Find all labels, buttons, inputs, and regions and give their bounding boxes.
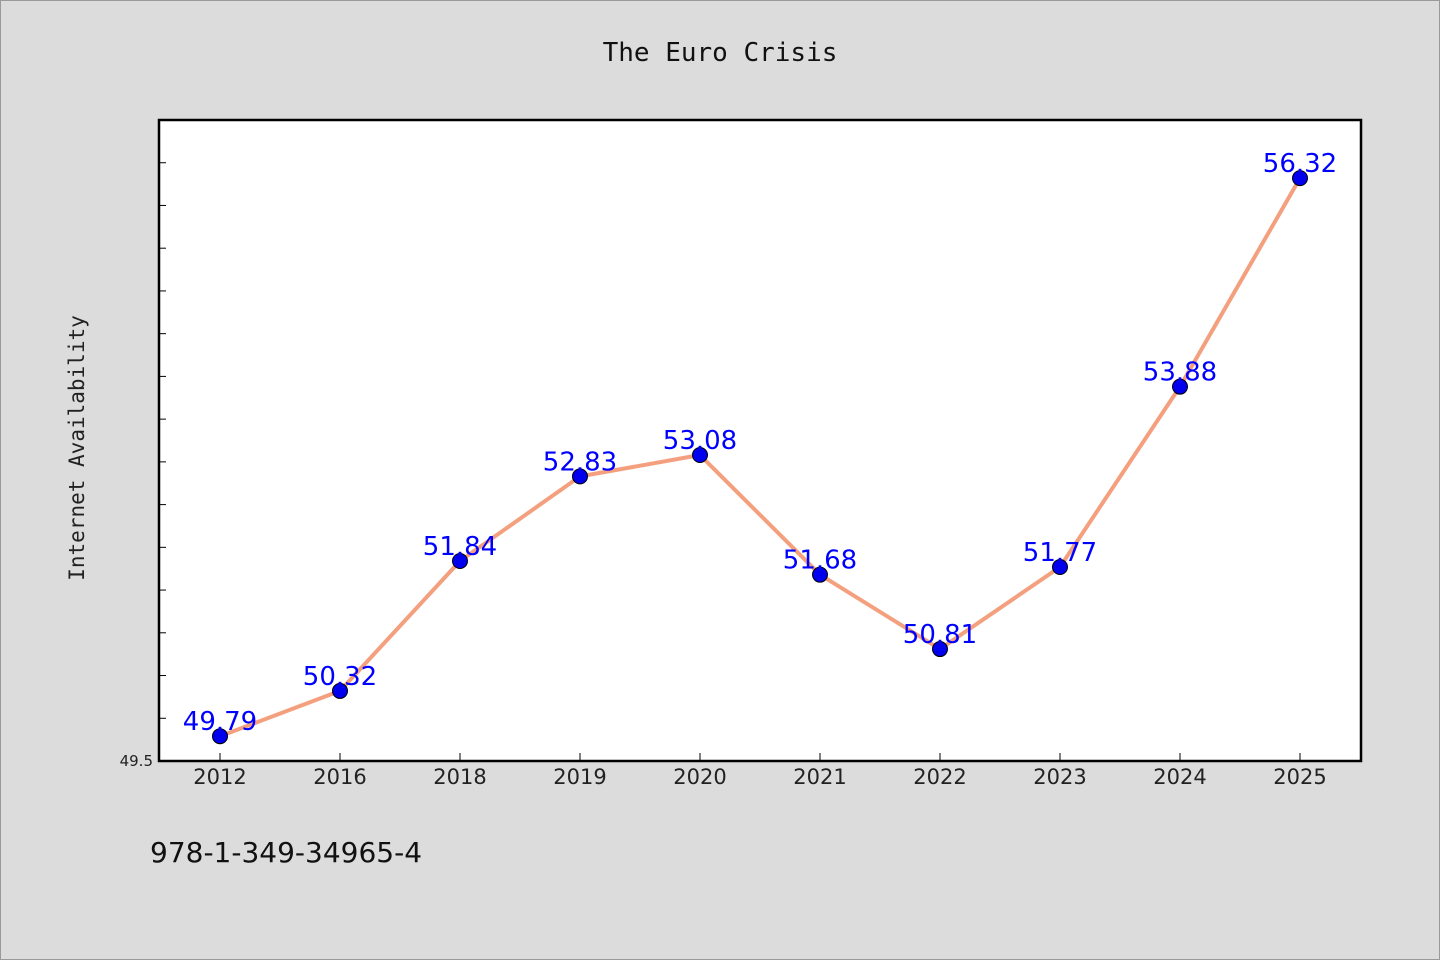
- series-line-group: [219, 177, 1302, 739]
- x-tick-label: 2016: [313, 765, 366, 789]
- y-tick-label: 49.5: [120, 752, 153, 770]
- x-tick-label: 2022: [913, 765, 966, 789]
- data-point-marker: [1172, 378, 1188, 395]
- x-tick-label: 2024: [1153, 765, 1206, 789]
- data-value-label: 53.08: [663, 426, 737, 456]
- plot-area: [157, 118, 1363, 763]
- data-point-marker: [212, 728, 228, 745]
- y-axis-label: Internet Availability: [65, 315, 89, 581]
- data-value-label: 56.32: [1263, 149, 1337, 179]
- data-point-marker: [1052, 558, 1068, 575]
- data-point-marker: [332, 682, 348, 699]
- data-value-label: 50.32: [303, 662, 377, 692]
- data-labels: 49.79 50.32 51.84 52.83 53.08 51.68 50.81 51.77…: [183, 149, 1337, 737]
- x-tick-label: 2023: [1033, 765, 1086, 789]
- data-value-label: 51.84: [423, 532, 497, 562]
- x-tick-label: 2019: [553, 765, 606, 789]
- x-tick-label: 2012: [193, 765, 246, 789]
- data-value-label: 49.79: [183, 707, 257, 737]
- chart-title: The Euro Crisis: [603, 38, 838, 68]
- data-value-label: 52.83: [543, 447, 617, 477]
- data-value-label: 51.77: [1023, 538, 1097, 568]
- data-value-label: 50.81: [903, 620, 977, 650]
- x-tick-label: 2025: [1273, 765, 1326, 789]
- data-value-label: 53.88: [1143, 358, 1217, 388]
- data-value-label: 51.68: [783, 546, 857, 576]
- data-point-marker: [452, 553, 468, 570]
- y-axis-ticks: 49.5: [120, 119, 166, 770]
- series-markers: [212, 170, 1308, 745]
- x-axis-ticks: 2012 2016 2018 2019 2020 2021 2022 2023 2024 2025: [193, 753, 1327, 789]
- data-point-marker: [1292, 170, 1308, 187]
- data-point-marker: [572, 468, 588, 485]
- x-tick-label: 2020: [673, 765, 726, 789]
- x-tick-label: 2018: [433, 765, 486, 789]
- data-point-marker: [692, 447, 708, 464]
- footer-code: 978-1-349-34965-4: [150, 836, 423, 869]
- data-point-marker: [932, 641, 948, 658]
- x-tick-label: 2021: [793, 765, 846, 789]
- data-point-marker: [812, 566, 828, 583]
- series-line: [219, 177, 1302, 739]
